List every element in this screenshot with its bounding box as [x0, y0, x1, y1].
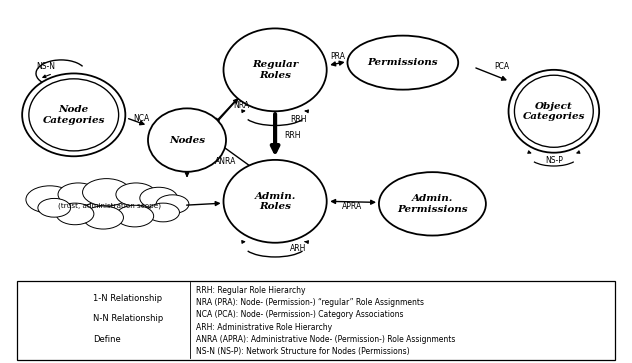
Text: (trust, administration scope): (trust, administration scope): [58, 203, 161, 209]
Text: RRH: RRH: [290, 115, 307, 124]
Text: Admin.
Permissions: Admin. Permissions: [397, 194, 468, 213]
Text: ANRA: ANRA: [215, 157, 236, 166]
Text: N-N Relationship: N-N Relationship: [93, 314, 163, 323]
Circle shape: [140, 187, 178, 209]
Circle shape: [116, 205, 154, 227]
Ellipse shape: [348, 36, 458, 90]
Text: Regular
Roles: Regular Roles: [252, 60, 298, 79]
FancyBboxPatch shape: [17, 281, 615, 360]
Ellipse shape: [509, 70, 599, 153]
Text: NRA (PRA): Node- (Permission-) “regular” Role Assignments: NRA (PRA): Node- (Permission-) “regular”…: [197, 298, 425, 307]
Ellipse shape: [148, 109, 226, 172]
Text: RRH: RRH: [284, 131, 300, 140]
Text: APRA: APRA: [343, 202, 363, 211]
Text: RRH: Regular Role Hierarchy: RRH: Regular Role Hierarchy: [197, 286, 306, 295]
Text: PCA: PCA: [494, 62, 509, 71]
Text: NS-P: NS-P: [545, 156, 562, 166]
Ellipse shape: [224, 160, 327, 243]
Text: ARH: ARH: [290, 244, 307, 253]
Ellipse shape: [379, 172, 486, 236]
Ellipse shape: [514, 75, 593, 147]
Text: ARH: Administrative Role Hierarchy: ARH: Administrative Role Hierarchy: [197, 323, 332, 331]
Circle shape: [83, 206, 123, 229]
Ellipse shape: [22, 73, 125, 156]
Ellipse shape: [29, 79, 119, 151]
Circle shape: [116, 183, 156, 206]
Text: NS-N: NS-N: [36, 62, 55, 72]
Text: NCA: NCA: [133, 114, 149, 123]
Text: Node
Categories: Node Categories: [42, 105, 105, 125]
Circle shape: [58, 183, 99, 206]
Text: NS-N (NS-P): Network Structure for Nodes (Permissions): NS-N (NS-P): Network Structure for Nodes…: [197, 347, 410, 356]
Text: NCA (PCA): Node- (Permission-) Category Associations: NCA (PCA): Node- (Permission-) Category …: [197, 310, 404, 319]
Circle shape: [26, 186, 74, 213]
Text: Define: Define: [93, 335, 120, 344]
Circle shape: [147, 203, 179, 222]
Text: 1-N Relationship: 1-N Relationship: [93, 294, 162, 303]
Circle shape: [38, 199, 71, 217]
Text: Object
Categories: Object Categories: [523, 102, 585, 121]
Text: NRA: NRA: [234, 101, 250, 110]
Circle shape: [83, 179, 130, 206]
Text: Nodes: Nodes: [169, 135, 205, 144]
Ellipse shape: [224, 28, 327, 111]
Text: PRA: PRA: [330, 52, 345, 61]
Circle shape: [156, 195, 189, 213]
Text: Admin.
Roles: Admin. Roles: [255, 192, 296, 211]
Text: Permissions: Permissions: [368, 58, 438, 67]
Text: ANRA (APRA): Administrative Node- (Permission-) Role Assignments: ANRA (APRA): Administrative Node- (Permi…: [197, 335, 456, 344]
Circle shape: [56, 203, 94, 225]
